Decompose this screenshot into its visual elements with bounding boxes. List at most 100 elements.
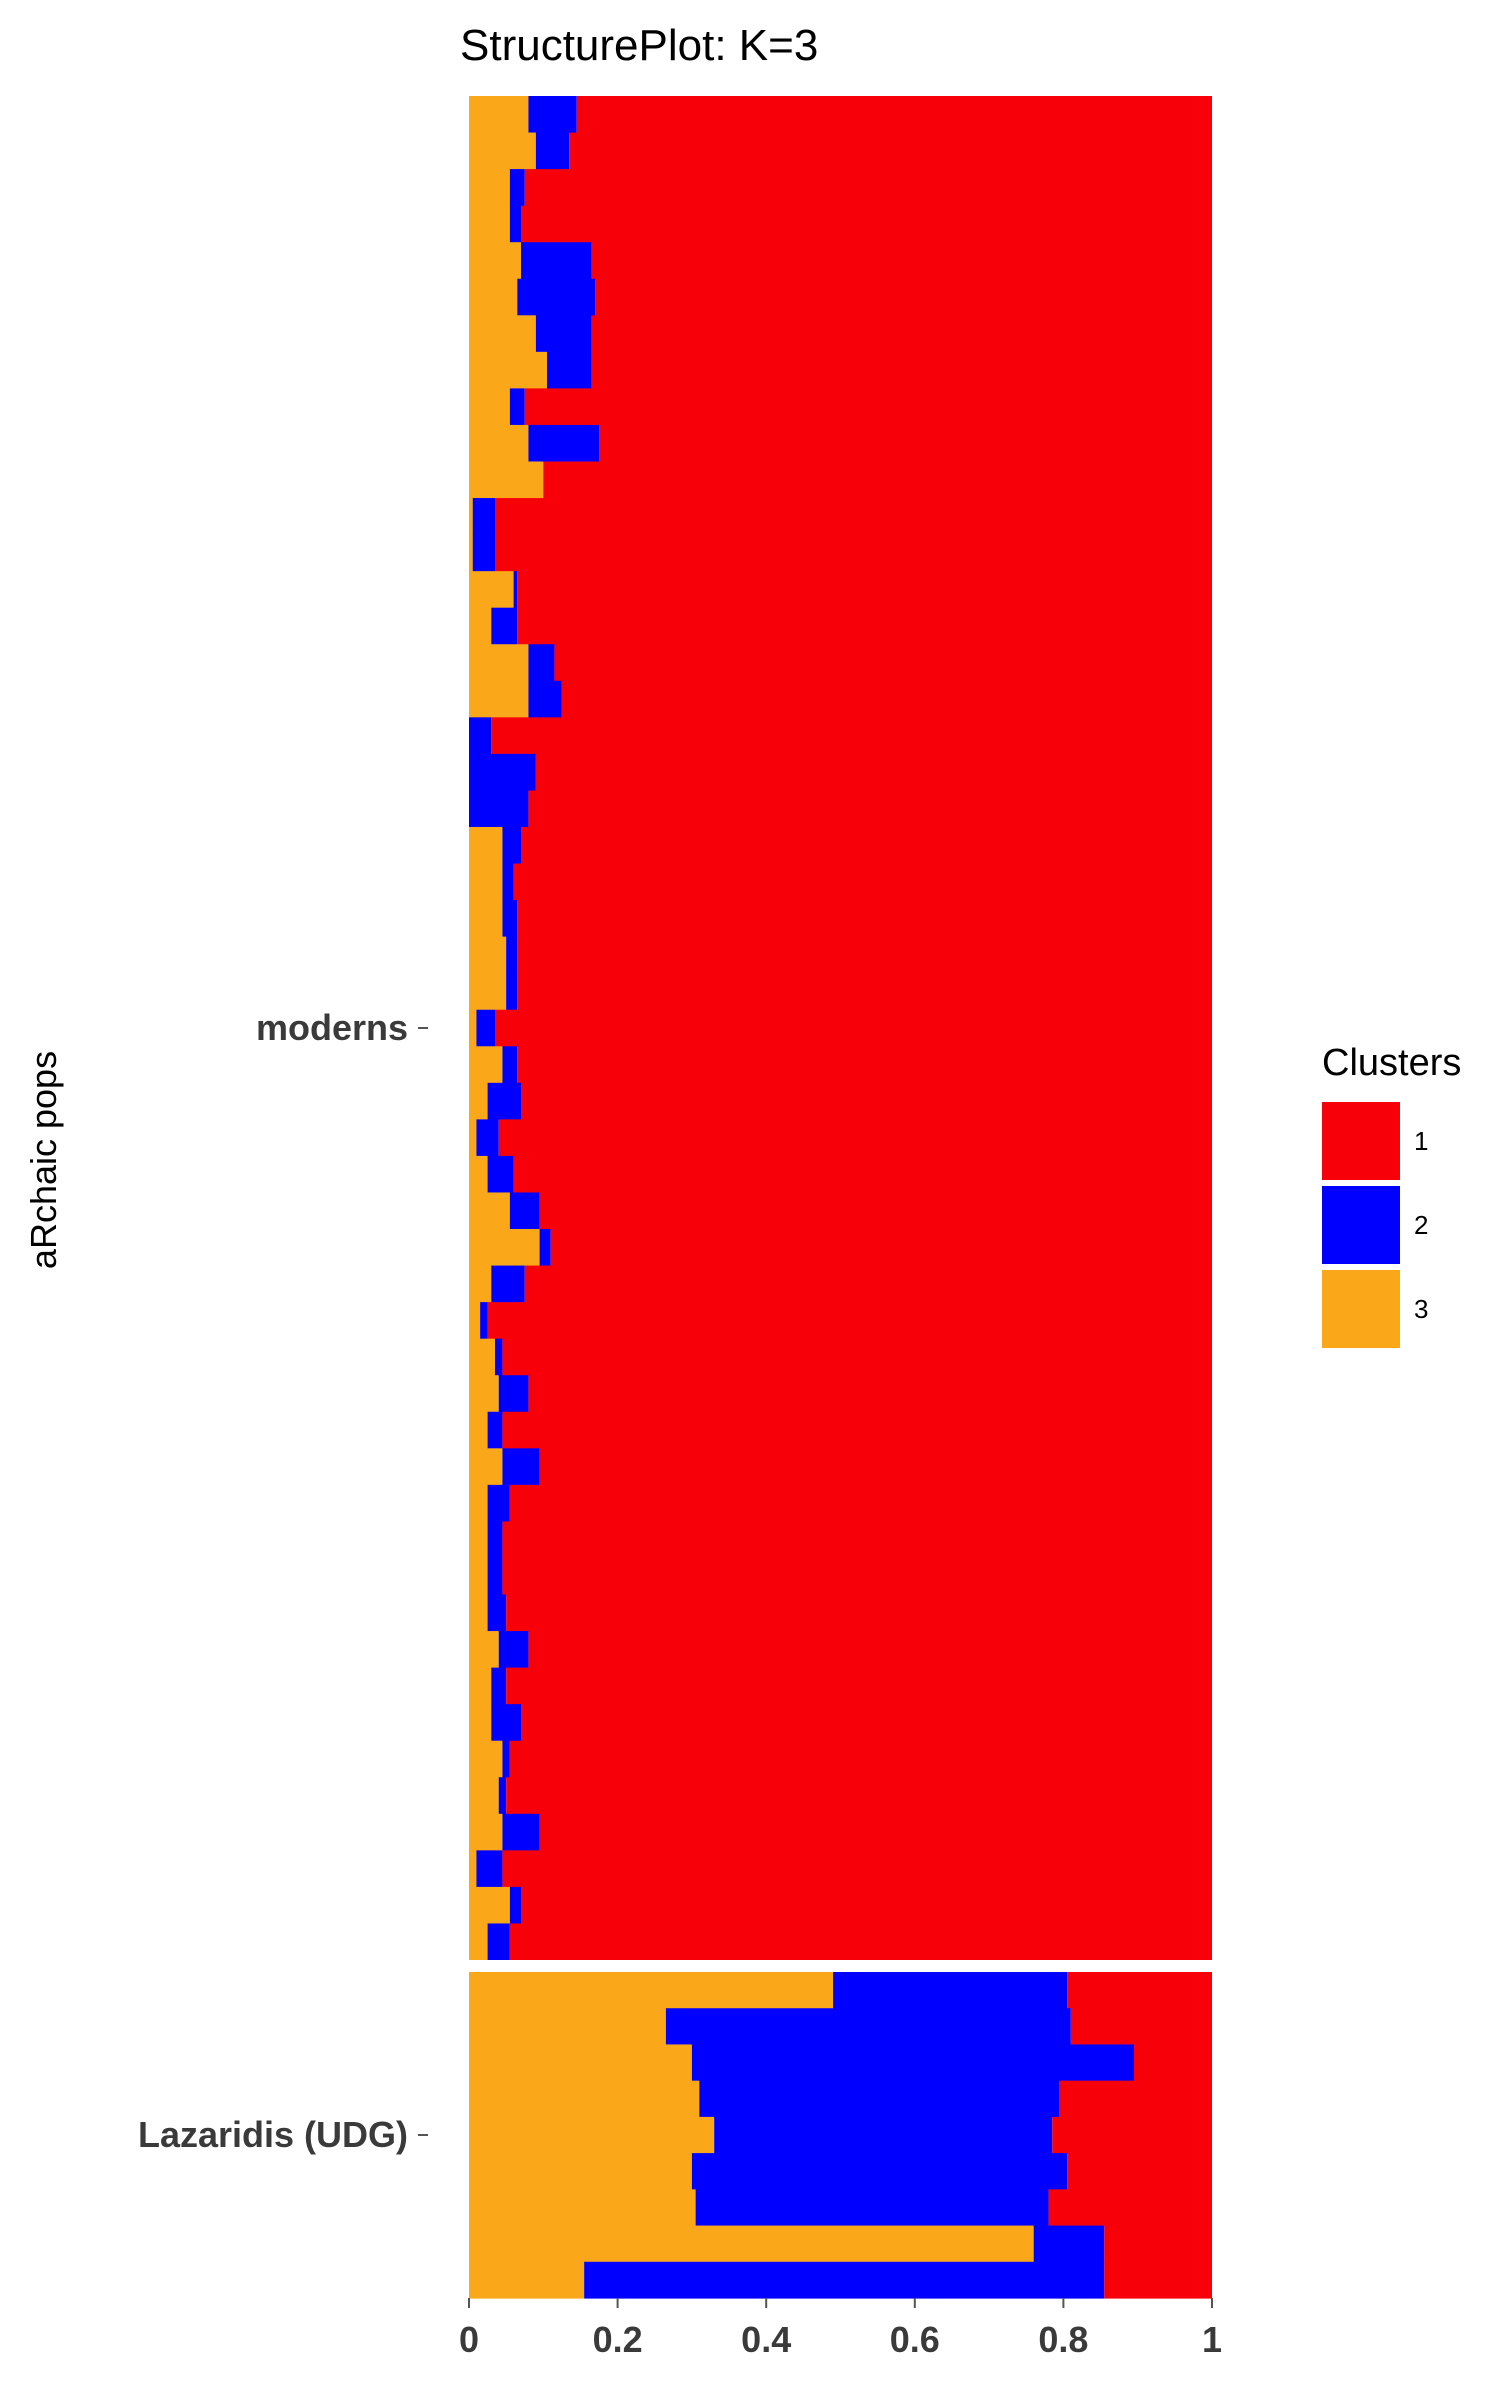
cluster-2-bar xyxy=(498,1777,507,1815)
legend-items: 1 2 3 xyxy=(1322,1102,1428,1348)
cluster-3-bar xyxy=(469,461,544,499)
cluster-3-bar xyxy=(469,1229,540,1267)
cluster-2-bar xyxy=(509,169,525,207)
cluster-3-bar xyxy=(469,132,536,170)
cluster-1-bar xyxy=(524,169,1212,207)
cluster-1-bar xyxy=(521,1082,1212,1120)
cluster-2-bar xyxy=(487,1594,507,1632)
cluster-1-bar xyxy=(513,863,1212,901)
cluster-2-bar xyxy=(547,351,592,389)
cluster-1-bar xyxy=(576,96,1212,134)
cluster-2-bar xyxy=(487,1521,503,1559)
cluster-2-bar xyxy=(480,1302,488,1340)
cluster-1-bar xyxy=(495,1009,1212,1047)
cluster-1-bar xyxy=(528,1631,1212,1669)
x-tick-label: 0.4 xyxy=(741,2319,791,2360)
cluster-1-bar xyxy=(517,973,1212,1011)
cluster-1-bar xyxy=(550,1229,1212,1267)
cluster-2-bar xyxy=(517,278,596,316)
cluster-1-bar xyxy=(1104,2261,1212,2299)
cluster-1-bar xyxy=(521,1704,1212,1742)
cluster-3-bar xyxy=(469,1594,488,1632)
cluster-2-bar xyxy=(491,1265,525,1303)
cluster-2-bar xyxy=(487,1557,503,1596)
cluster-1-bar xyxy=(495,498,1212,536)
facet-separator xyxy=(467,1960,1214,1972)
cluster-3-bar xyxy=(469,242,522,280)
cluster-2-bar xyxy=(491,1704,522,1742)
cluster-1-bar xyxy=(517,1046,1212,1084)
cluster-3-bar xyxy=(469,1375,499,1413)
y-axis-label: aRchaic pops xyxy=(23,1051,64,1269)
cluster-3-bar xyxy=(469,2189,696,2227)
cluster-2-bar xyxy=(491,1667,507,1705)
cluster-1-bar xyxy=(502,1557,1212,1596)
cluster-1-bar xyxy=(521,205,1212,243)
cluster-2-bar xyxy=(506,973,518,1011)
cluster-3-bar xyxy=(469,607,492,645)
cluster-3-bar xyxy=(469,1521,488,1559)
cluster-2-bar xyxy=(584,2261,1105,2299)
cluster-3-bar xyxy=(469,96,529,134)
bars-layer xyxy=(467,96,1214,2299)
cluster-1-bar xyxy=(528,1375,1212,1413)
facet-label: Lazaridis (UDG) xyxy=(138,2114,408,2155)
cluster-1-bar xyxy=(517,607,1212,645)
x-tick-label: 0.6 xyxy=(890,2319,940,2360)
cluster-2-bar xyxy=(502,900,518,938)
cluster-1-bar xyxy=(506,1777,1212,1815)
cluster-1-bar xyxy=(513,1155,1212,1194)
cluster-3-bar xyxy=(469,351,548,389)
cluster-2-bar xyxy=(699,2080,1060,2118)
cluster-2-bar xyxy=(487,1155,514,1194)
cluster-1-bar xyxy=(591,242,1212,280)
cluster-3-bar xyxy=(469,1119,477,1157)
cluster-1-bar xyxy=(491,717,1212,755)
cluster-3-bar xyxy=(469,1667,492,1705)
cluster-3-bar xyxy=(469,1484,488,1523)
cluster-2-bar xyxy=(469,790,529,828)
legend-label: 2 xyxy=(1414,1210,1428,1240)
cluster-1-bar xyxy=(509,1923,1212,1961)
cluster-3-bar xyxy=(469,680,529,718)
cluster-3-bar xyxy=(469,571,514,609)
cluster-3-bar xyxy=(469,205,510,243)
cluster-3-bar xyxy=(469,2080,700,2118)
cluster-1-bar xyxy=(524,1265,1212,1303)
cluster-2-bar xyxy=(469,717,492,755)
cluster-2-bar xyxy=(502,826,522,865)
cluster-3-bar xyxy=(469,169,510,207)
cluster-1-bar xyxy=(498,1119,1213,1157)
legend-title: Clusters xyxy=(1322,1042,1461,1084)
cluster-3-bar xyxy=(469,1557,488,1596)
cluster-3-bar xyxy=(469,1338,496,1376)
cluster-3-bar xyxy=(469,973,507,1011)
facet-labels: moderns Lazaridis (UDG) xyxy=(138,1007,428,2155)
cluster-2-bar xyxy=(502,1740,510,1778)
cluster-1-bar xyxy=(502,1411,1212,1449)
cluster-2-bar xyxy=(509,1192,540,1230)
cluster-1-bar xyxy=(539,1192,1212,1230)
cluster-3-bar xyxy=(469,1046,503,1084)
cluster-1-bar xyxy=(495,534,1212,572)
cluster-3-bar xyxy=(469,1302,481,1340)
cluster-3-bar xyxy=(469,900,503,938)
cluster-1-bar xyxy=(1104,2225,1212,2263)
cluster-3-bar xyxy=(469,863,503,901)
cluster-3-bar xyxy=(469,2225,1034,2263)
cluster-1-bar xyxy=(539,1813,1212,1851)
cluster-2-bar xyxy=(472,498,496,536)
cluster-1-bar xyxy=(521,1886,1212,1925)
cluster-2-bar xyxy=(487,1082,522,1120)
cluster-2-bar xyxy=(487,1484,510,1523)
cluster-2-bar xyxy=(476,1119,499,1157)
cluster-3-bar xyxy=(469,1777,499,1815)
cluster-1-bar xyxy=(1070,2008,1212,2046)
cluster-3-bar xyxy=(469,1740,503,1778)
cluster-3-bar xyxy=(469,2116,715,2154)
cluster-3-bar xyxy=(469,424,529,463)
cluster-2-bar xyxy=(498,1631,529,1669)
cluster-2-bar xyxy=(469,753,536,792)
cluster-1-bar xyxy=(506,1594,1212,1632)
cluster-2-bar xyxy=(521,242,592,280)
